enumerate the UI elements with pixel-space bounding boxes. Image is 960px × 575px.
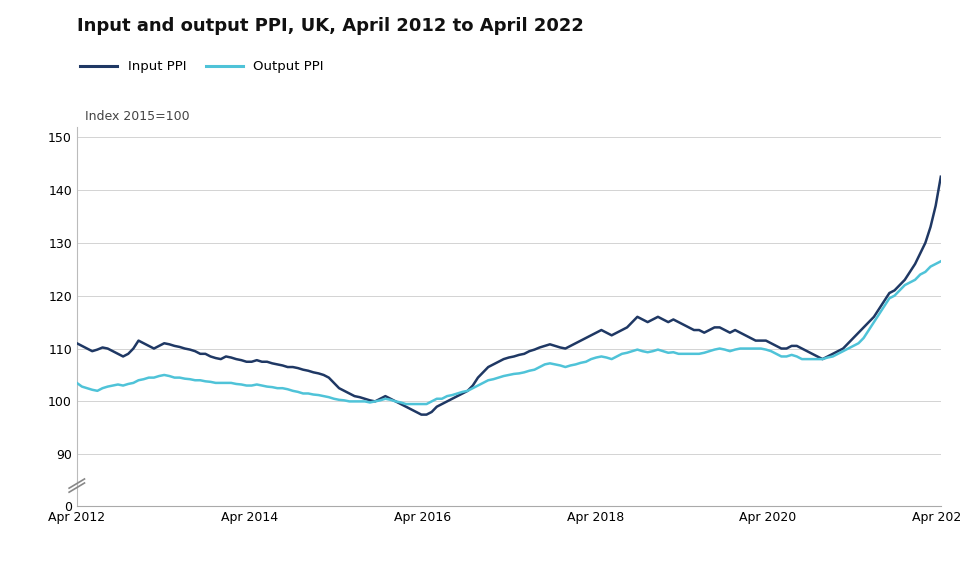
Legend: Input PPI, Output PPI: Input PPI, Output PPI	[75, 55, 329, 79]
Text: Input and output PPI, UK, April 2012 to April 2022: Input and output PPI, UK, April 2012 to …	[77, 17, 584, 35]
Text: Index 2015=100: Index 2015=100	[85, 110, 190, 123]
